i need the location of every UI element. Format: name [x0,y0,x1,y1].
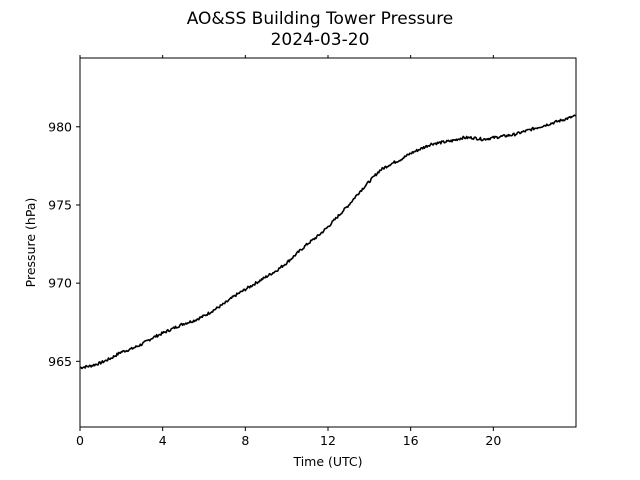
y-tick-label: 980 [48,119,72,134]
y-tick-label: 970 [48,276,72,291]
plot-area: 0 4 8 12 16 20 965 970 975 980 [48,55,577,448]
x-tick-label: 16 [403,433,419,448]
x-tick-label: 0 [76,433,84,448]
y-tick-label: 965 [48,354,72,369]
x-tick-label: 12 [320,433,336,448]
chart-subtitle: 2024-03-20 [271,30,370,50]
y-axis-ticks: 965 970 975 980 [48,119,80,369]
x-axis-label: Time (UTC) [292,454,362,469]
y-axis-label: Pressure (hPa) [23,198,38,288]
y-tick-label: 975 [48,197,72,212]
x-tick-label: 20 [485,433,501,448]
x-tick-label: 4 [159,433,167,448]
plot-frame [79,57,577,428]
chart-title: AO&SS Building Tower Pressure [187,9,454,29]
pressure-series-line [79,114,577,370]
series-layer [79,114,577,370]
x-tick-label: 8 [241,433,249,448]
x-axis-ticks: 0 4 8 12 16 20 [76,55,501,448]
